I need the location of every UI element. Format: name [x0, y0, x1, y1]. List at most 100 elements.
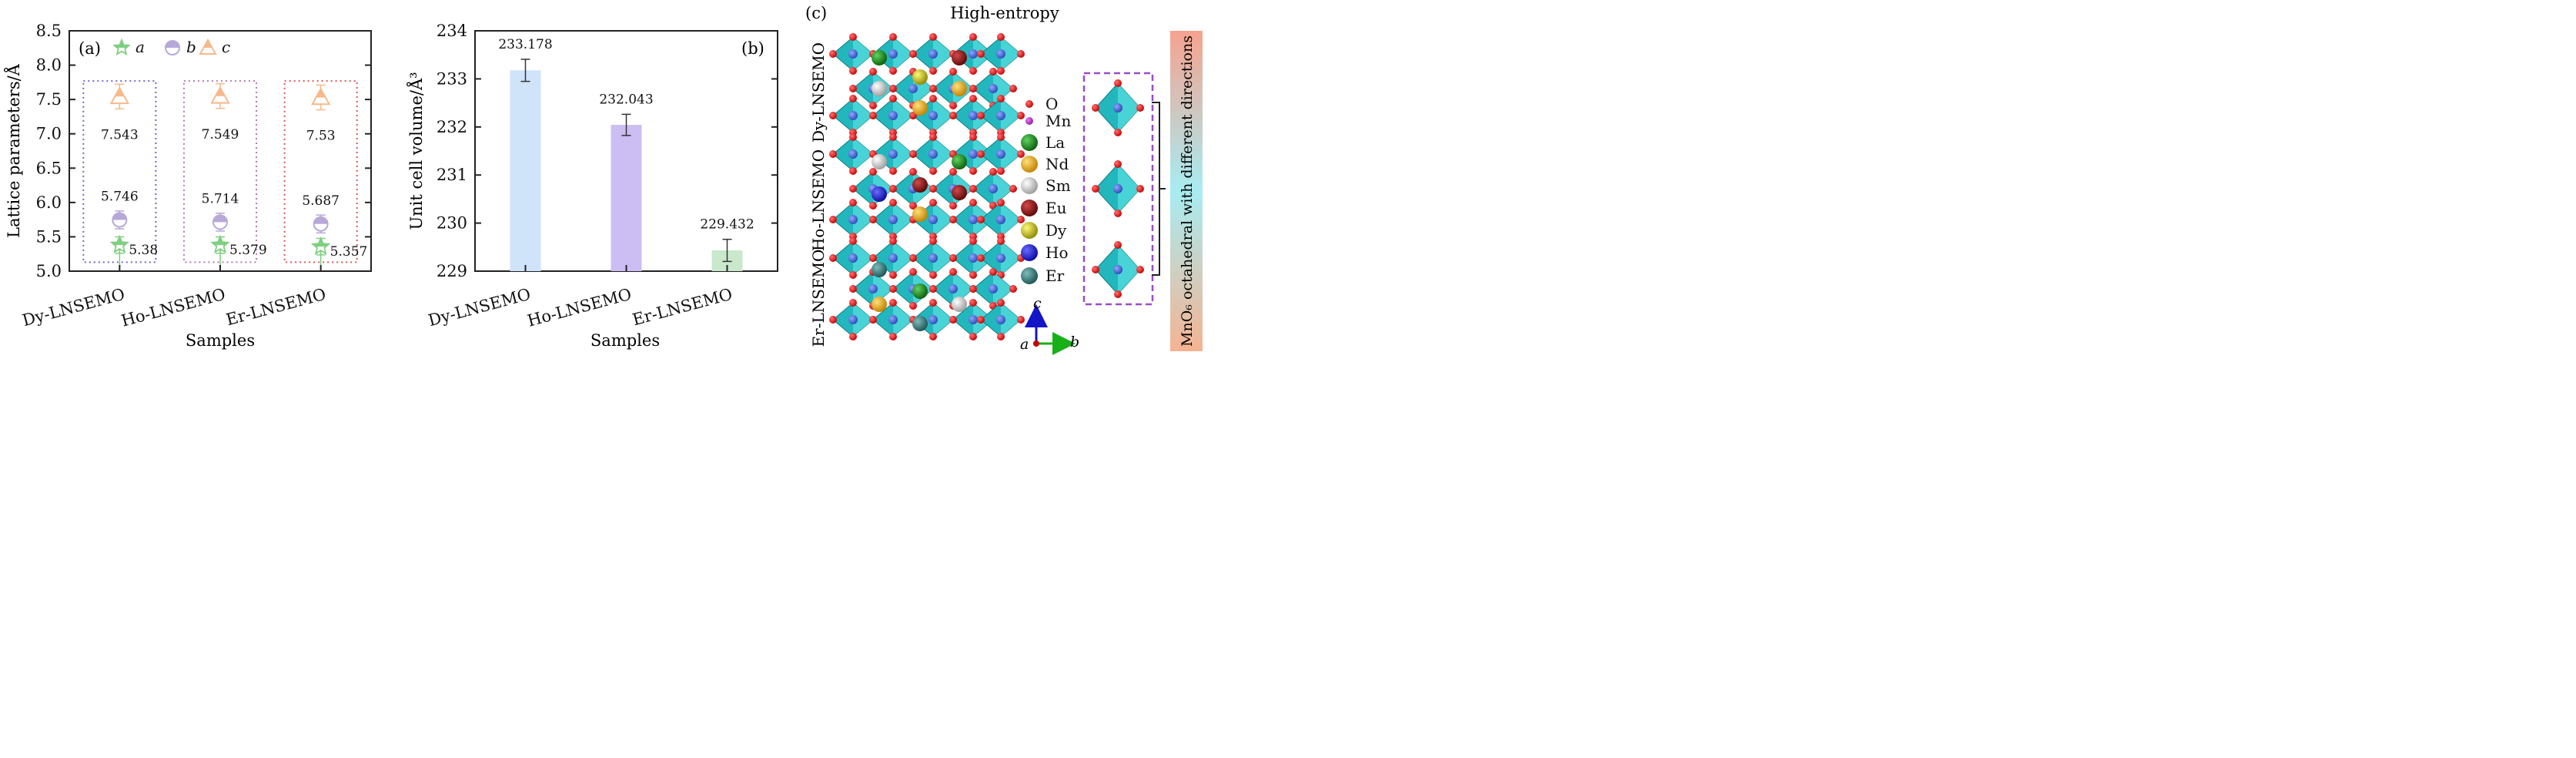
o-atom [1092, 104, 1099, 112]
y-tick-label-b: 234 [437, 22, 467, 40]
o-atom [929, 133, 937, 141]
panel-c: (c) High-entropy Dy-LNSEMO Ho-LNSEMO Er-… [805, 4, 1203, 355]
o-atom [989, 268, 997, 276]
octa-face [1118, 164, 1140, 213]
mn-atom [969, 215, 978, 224]
o-atom [849, 185, 857, 193]
cation-atom [952, 297, 967, 312]
cation-atom [912, 316, 928, 331]
o-atom [909, 50, 917, 58]
o-atom [969, 237, 977, 245]
x-tick-label-b: Er-LNSEMO [631, 285, 734, 330]
mn-atom [848, 49, 858, 59]
mn-atom [996, 253, 1005, 263]
o-atom [977, 254, 985, 262]
octahedron [869, 133, 917, 175]
legend-marker-a [114, 40, 129, 48]
o-atom [869, 216, 877, 223]
mn-atom [996, 49, 1005, 59]
y-tick-label-a: 7.0 [36, 125, 62, 143]
o-atom [889, 333, 897, 340]
o-atom [929, 167, 937, 175]
row-label-dy: Dy-LNSEMO [809, 42, 828, 143]
y-tick-label-a: 6.5 [36, 159, 62, 177]
marks-a: 5.38 5.379 5.357 5.746 5.714 5.687 7.543 7.549 7… [101, 82, 367, 271]
y-tick-label-b: 231 [437, 166, 467, 184]
bar-value-label: 232.043 [599, 92, 653, 107]
o-atom [829, 254, 837, 262]
y-tick-label-b: 229 [437, 262, 467, 280]
bar-value-label: 233.178 [498, 37, 552, 52]
o-atom [969, 85, 977, 92]
legend-label-dy: Dy [1045, 221, 1067, 240]
row-label-ho: Ho-LNSEMO [809, 149, 828, 251]
mn-atom [868, 284, 878, 293]
octa-face [993, 272, 1013, 306]
legend-atom-ho [1021, 244, 1038, 261]
o-atom [889, 285, 897, 293]
mn-atom [888, 215, 898, 224]
mn-atom [888, 49, 898, 59]
legend-marker-b [166, 41, 179, 48]
octa-face [1001, 303, 1021, 337]
octa-face [853, 303, 873, 337]
legend-label-er: Er [1045, 267, 1065, 285]
bar [611, 125, 642, 271]
o-atom [889, 67, 897, 75]
octa-face [933, 303, 953, 337]
o-atom [969, 199, 977, 206]
octa-face [1001, 37, 1021, 71]
o-atom [1009, 85, 1017, 92]
cation-atom [871, 262, 887, 277]
mn-atom [888, 149, 898, 159]
o-atom [849, 133, 857, 141]
octa-face [1001, 241, 1021, 275]
octa-face [1001, 99, 1021, 132]
o-atom [869, 254, 877, 262]
legend-marker-c [203, 40, 212, 48]
legend-atom-o [1025, 100, 1033, 108]
octahedron [829, 237, 877, 279]
o-atom [1092, 266, 1099, 273]
o-atom [949, 316, 957, 324]
o-atom [929, 185, 937, 193]
o-atom [1136, 266, 1144, 273]
o-atom [849, 299, 857, 307]
octa-direction [1092, 160, 1144, 217]
mn-atom [948, 284, 958, 293]
c-axis-label: c [1033, 295, 1042, 312]
octa-face [893, 203, 913, 236]
legend-atom-dy [1021, 222, 1038, 239]
mn-atom [848, 149, 858, 159]
o-atom [949, 254, 957, 262]
o-atom [849, 95, 857, 102]
data-label-c: 7.549 [202, 127, 239, 143]
o-atom [989, 68, 997, 75]
a-axis-label: a [1020, 336, 1029, 353]
o-atom [949, 68, 957, 75]
o-atom [889, 33, 897, 41]
o-atom [969, 67, 977, 75]
group-box-2 [283, 80, 358, 263]
crystal-structure [829, 33, 1025, 340]
octa-face [853, 37, 873, 71]
y-axis-label-b: Unit cell volume/Å³ [406, 72, 426, 230]
o-atom [889, 133, 897, 141]
y-tick-label-b: 232 [437, 118, 467, 136]
y-ticks-a: 5.0 5.5 6.0 6.5 7.0 7.5 8.0 8.5 [36, 22, 371, 280]
o-atom [969, 133, 977, 141]
o-atom [1017, 112, 1025, 119]
panel-label-a: (a) [79, 39, 101, 58]
o-atom [829, 112, 837, 119]
data-label-b: 5.746 [101, 189, 139, 204]
octahedron [969, 268, 1017, 310]
data-label-c: 7.53 [306, 128, 336, 143]
octa-face [893, 303, 913, 337]
mn-atom [928, 149, 938, 159]
mn-atom [848, 111, 858, 120]
o-atom [889, 95, 897, 102]
octahedron [829, 33, 877, 75]
o-atom [849, 285, 857, 293]
y-tick-label-a: 8.5 [36, 22, 62, 40]
